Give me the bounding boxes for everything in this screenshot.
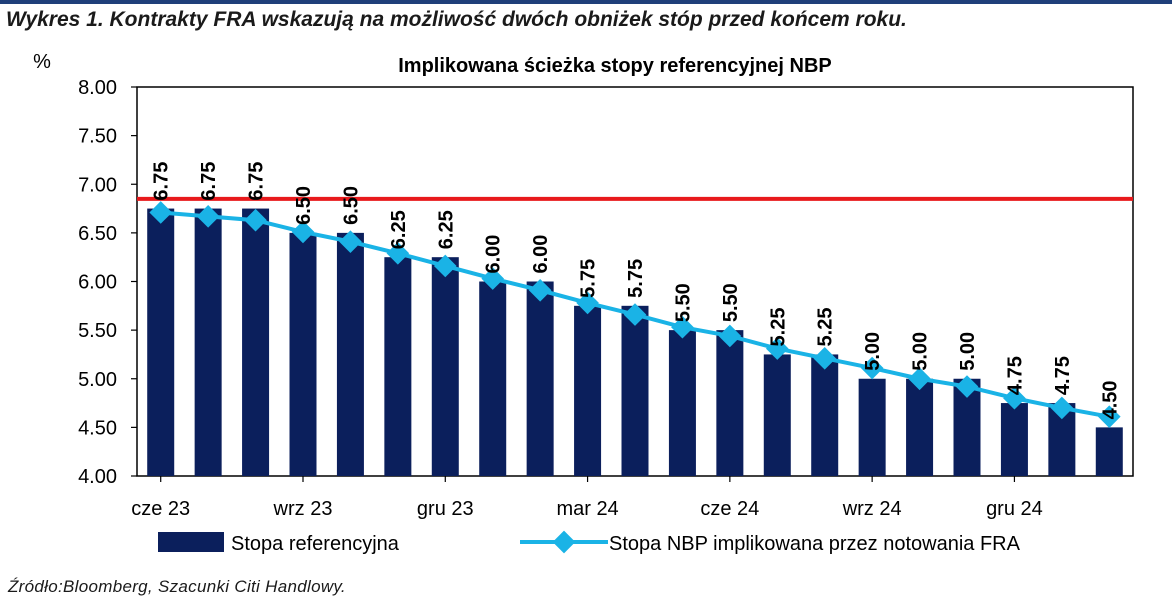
y-tick-label: 4.00	[78, 466, 117, 488]
chart-title: Implikowana ścieżka stopy referencyjnej …	[398, 55, 832, 77]
bar-data-labels: 6.75 6.75 6.75 6.50 6.50 6.25 6.25 6.00 6.00 5.75…	[151, 162, 1122, 420]
legend-line-label: Stopa NBP implikowana przez notowania FR…	[609, 533, 1021, 555]
fra-point	[1050, 396, 1074, 420]
y-tick-label: 8.00	[78, 77, 117, 99]
x-tick-label: wrz 24	[842, 498, 902, 520]
bar-value-label: 5.75	[578, 259, 600, 298]
bar-value-label: 6.75	[198, 162, 220, 201]
fra-point	[908, 367, 931, 391]
bar-series	[147, 208, 1123, 476]
bar-value-label: 5.00	[910, 332, 932, 371]
x-tick-label: cze 23	[131, 498, 190, 520]
figure-title: Wykres 1. Kontrakty FRA wskazują na możl…	[6, 8, 907, 31]
y-tick-label: 5.00	[78, 369, 117, 391]
bar	[336, 232, 364, 476]
fra-point	[671, 315, 694, 339]
fra-point	[765, 337, 789, 360]
y-axis-ticks: 8.00 7.50 7.00 6.50 6.00 5.50 5.00 4.50 4.00	[78, 77, 137, 488]
bar	[906, 378, 934, 476]
fra-point	[576, 291, 599, 315]
bar	[763, 354, 791, 476]
bar	[574, 305, 602, 476]
fra-point	[718, 324, 742, 348]
legend: Stopa referencyjna Stopa NBP implikowana…	[158, 530, 1021, 555]
bar	[384, 257, 412, 476]
x-tick-label: gru 23	[417, 498, 474, 520]
bar	[479, 281, 507, 476]
y-tick-label: 6.50	[78, 223, 117, 245]
fra-point	[860, 356, 884, 380]
fra-point	[955, 375, 979, 398]
bar	[621, 305, 649, 476]
fra-point	[433, 254, 457, 278]
bar	[526, 281, 554, 476]
bar	[811, 354, 839, 476]
bar	[716, 330, 744, 476]
bar-value-label: 5.00	[957, 332, 979, 371]
bar-value-label: 4.75	[1004, 356, 1026, 395]
source-note: Źródło:Bloomberg, Szacunki Citi Handlowy…	[8, 577, 346, 596]
bar-value-label: 4.75	[1052, 356, 1074, 395]
bar	[1000, 403, 1028, 476]
x-tick-label: mar 24	[556, 498, 618, 520]
y-tick-label: 7.00	[78, 174, 117, 196]
bar-value-label: 5.25	[767, 308, 789, 347]
y-axis-unit: %	[33, 51, 51, 73]
bar-value-label: 5.00	[862, 332, 884, 371]
fra-point	[528, 278, 552, 302]
bar-value-label: 5.75	[625, 259, 647, 298]
x-tick-label: cze 24	[700, 498, 759, 520]
legend-bar-label: Stopa referencyjna	[231, 533, 400, 555]
fra-point	[813, 347, 837, 370]
bar	[289, 232, 317, 476]
bar-value-label: 6.75	[151, 162, 173, 201]
fra-point	[623, 303, 647, 326]
top-accent-bar	[0, 0, 1172, 4]
x-tick-label: gru 24	[986, 498, 1043, 520]
y-tick-label: 4.50	[78, 417, 117, 439]
bar	[194, 208, 222, 476]
bar-value-label: 5.25	[815, 308, 837, 347]
bar-value-label: 6.00	[530, 235, 552, 274]
bar	[147, 208, 175, 476]
x-axis-ticks: cze 23 wrz 23 gru 23 mar 24 cze 24 wrz 24 gru …	[131, 476, 1043, 520]
bar	[1095, 427, 1123, 476]
bar	[668, 330, 696, 476]
legend-line-marker	[552, 530, 576, 554]
fra-point	[1097, 405, 1121, 428]
bar-value-label: 6.25	[435, 210, 457, 249]
bar-value-label: 6.75	[246, 162, 268, 201]
x-tick-label: wrz 23	[273, 498, 333, 520]
bar	[242, 208, 270, 476]
bar	[858, 378, 886, 476]
legend-bar-swatch	[158, 532, 224, 552]
fra-point	[1003, 386, 1026, 410]
bar-value-label: 6.50	[293, 186, 315, 225]
bar-value-label: 6.50	[340, 186, 362, 225]
y-tick-label: 7.50	[78, 126, 117, 148]
y-tick-label: 6.00	[78, 272, 117, 294]
bar-value-label: 5.50	[672, 283, 694, 322]
bar-value-label: 5.50	[720, 283, 742, 322]
bar-value-label: 6.25	[388, 210, 410, 249]
bar	[431, 257, 459, 476]
bar-value-label: 4.50	[1099, 380, 1121, 419]
bar-value-label: 6.00	[483, 235, 505, 274]
y-tick-label: 5.50	[78, 320, 117, 342]
fra-point	[481, 267, 505, 290]
